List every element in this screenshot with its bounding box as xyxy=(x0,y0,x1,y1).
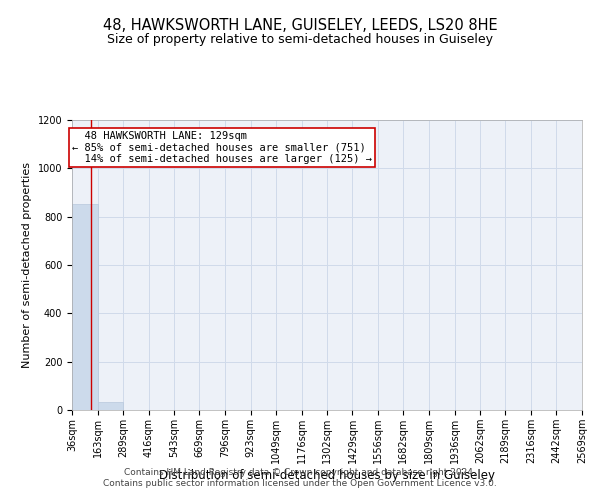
X-axis label: Distribution of semi-detached houses by size in Guiseley: Distribution of semi-detached houses by … xyxy=(159,468,495,481)
Text: 48 HAWKSWORTH LANE: 129sqm  
← 85% of semi-detached houses are smaller (751)
  1: 48 HAWKSWORTH LANE: 129sqm ← 85% of semi… xyxy=(72,131,372,164)
Y-axis label: Number of semi-detached properties: Number of semi-detached properties xyxy=(22,162,32,368)
Text: Contains HM Land Registry data © Crown copyright and database right 2024.
Contai: Contains HM Land Registry data © Crown c… xyxy=(103,468,497,487)
Text: 48, HAWKSWORTH LANE, GUISELEY, LEEDS, LS20 8HE: 48, HAWKSWORTH LANE, GUISELEY, LEEDS, LS… xyxy=(103,18,497,32)
Bar xyxy=(72,204,98,410)
Bar xyxy=(98,402,123,410)
Text: Size of property relative to semi-detached houses in Guiseley: Size of property relative to semi-detach… xyxy=(107,32,493,46)
